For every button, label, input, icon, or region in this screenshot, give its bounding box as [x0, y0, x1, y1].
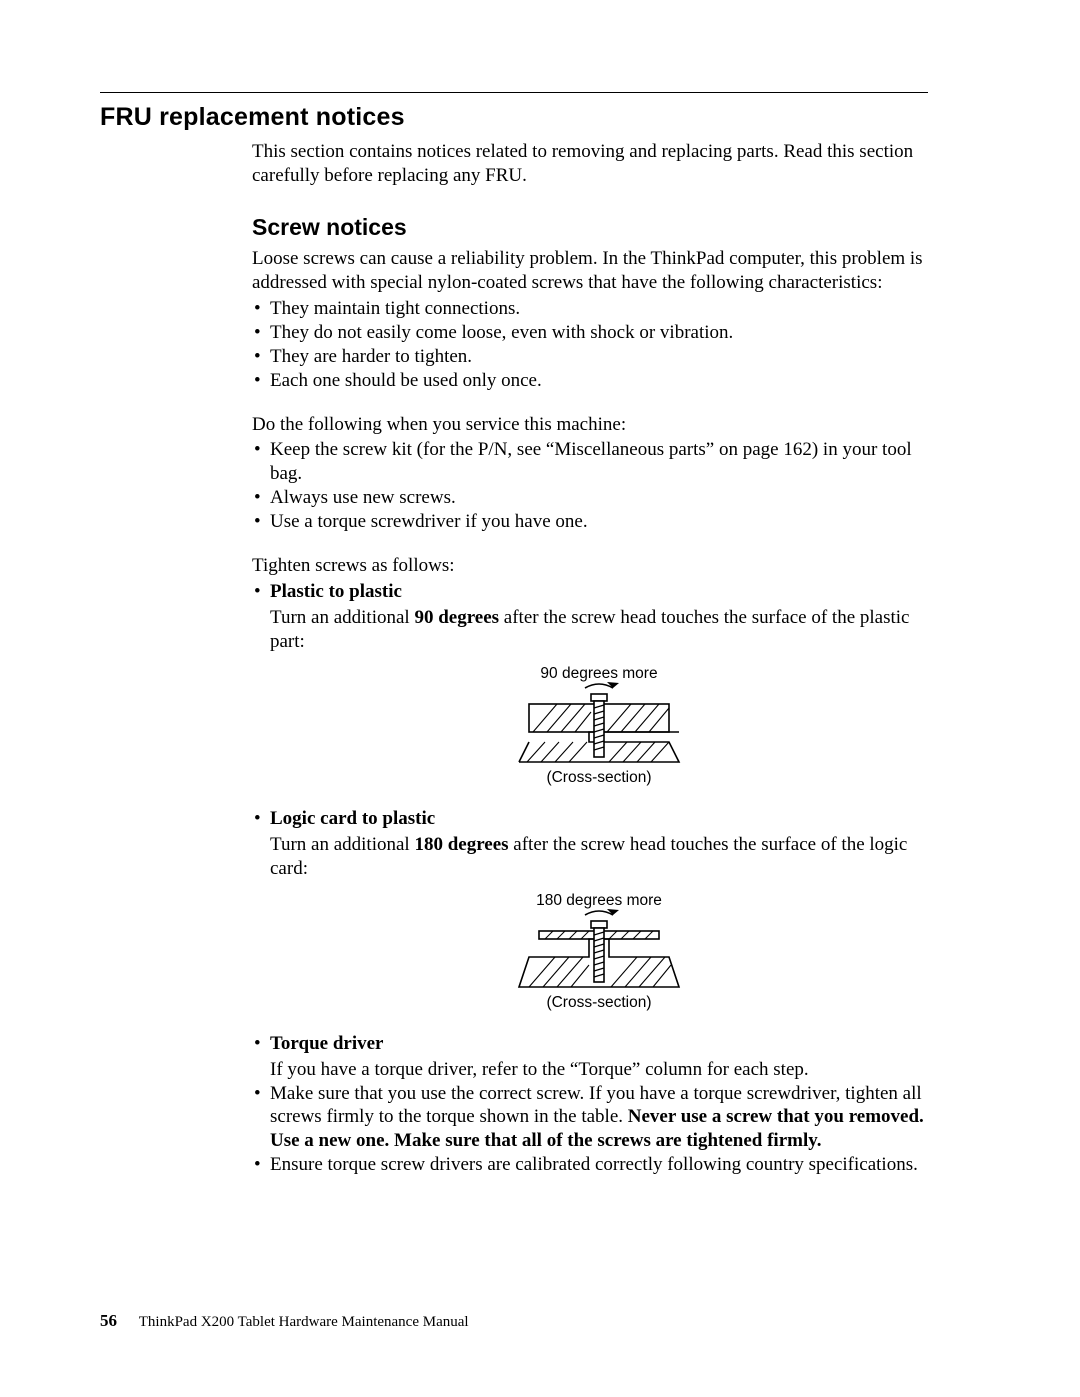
tighten-list: Plastic to plastic Turn an additional 90… [252, 580, 928, 1177]
screw-diagram-icon: 180 degrees more [499, 891, 699, 1019]
item-body: If you have a torque driver, refer to th… [270, 1058, 928, 1082]
item-title: Plastic to plastic [270, 581, 402, 602]
item-body: Turn an additional 90 degrees after the … [270, 606, 928, 654]
item-torque: Torque driver If you have a torque drive… [252, 1032, 928, 1082]
txt: Turn an additional [270, 607, 414, 628]
list-item: Each one should be used only once. [252, 369, 928, 393]
fig-bottom-label: (Cross-section) [546, 994, 651, 1011]
item-title: Torque driver [270, 1033, 383, 1054]
figure-logic: 180 degrees more [270, 891, 928, 1026]
txt-bold: 90 degrees [414, 607, 499, 628]
figure-plastic: 90 degrees more [270, 664, 928, 801]
item-correct-screw: Make sure that you use the correct screw… [252, 1082, 928, 1154]
list-text: Keep the screw kit (for the P/N, see “Mi… [270, 439, 912, 484]
list-text: They do not easily come loose, even with… [270, 322, 733, 343]
section-rule [100, 92, 928, 93]
doc-title: ThinkPad X200 Tablet Hardware Maintenanc… [139, 1314, 469, 1330]
list-item: Keep the screw kit (for the P/N, see “Mi… [252, 438, 928, 486]
fig-top-label: 90 degrees more [540, 665, 657, 682]
list-item: They maintain tight connections. [252, 297, 928, 321]
service-intro: Do the following when you service this m… [252, 413, 928, 437]
characteristics-list: They maintain tight connections. They do… [252, 297, 928, 393]
item-plastic: Plastic to plastic Turn an additional 90… [252, 580, 928, 801]
service-list: Keep the screw kit (for the P/N, see “Mi… [252, 438, 928, 534]
h2-screw-notices: Screw notices [252, 214, 928, 241]
page-number: 56 [100, 1311, 117, 1330]
intro-text: This section contains notices related to… [252, 140, 928, 188]
list-text: They are harder to tighten. [270, 346, 472, 367]
list-text: They maintain tight connections. [270, 298, 520, 319]
list-text: Always use new screws. [270, 487, 456, 508]
txt: Turn an additional [270, 834, 414, 855]
list-text: Use a torque screwdriver if you have one… [270, 511, 588, 532]
item-calibrate: Ensure torque screw drivers are calibrat… [252, 1153, 928, 1177]
fig-bottom-label: (Cross-section) [546, 769, 651, 786]
list-item: Use a torque screwdriver if you have one… [252, 510, 928, 534]
fig-top-label: 180 degrees more [536, 892, 662, 909]
list-item: They do not easily come loose, even with… [252, 321, 928, 345]
page-footer: 56 ThinkPad X200 Tablet Hardware Mainten… [100, 1311, 469, 1331]
page-content: FRU replacement notices This section con… [100, 92, 928, 1179]
list-item: They are harder to tighten. [252, 345, 928, 369]
screw-intro: Loose screws can cause a reliability pro… [252, 247, 928, 295]
tighten-intro: Tighten screws as follows: [252, 554, 928, 578]
item-body: Turn an additional 180 degrees after the… [270, 833, 928, 881]
list-item: Always use new screws. [252, 486, 928, 510]
screw-diagram-icon: 90 degrees more [499, 664, 699, 794]
screw-body: Loose screws can cause a reliability pro… [252, 247, 928, 1177]
intro-block: This section contains notices related to… [252, 140, 928, 188]
item-title: Logic card to plastic [270, 808, 435, 829]
txt-bold: 180 degrees [414, 834, 508, 855]
list-text: Each one should be used only once. [270, 370, 542, 391]
txt: Ensure torque screw drivers are calibrat… [270, 1154, 918, 1175]
h1-fru-replacement: FRU replacement notices [100, 103, 928, 132]
item-logic: Logic card to plastic Turn an additional… [252, 807, 928, 1026]
